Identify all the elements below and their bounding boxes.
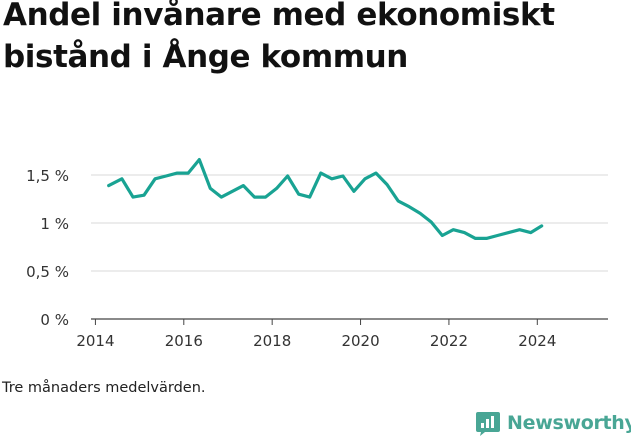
x-axis: 2014 2016 2018 2020 2022 2024: [76, 319, 556, 350]
bar-chart-speech-bubble-icon: [475, 410, 501, 436]
series-line: [109, 160, 542, 239]
y-tick-label: 0 %: [40, 311, 69, 329]
series-layer: [109, 160, 542, 239]
x-tick-label: 2024: [518, 332, 556, 350]
y-tick-label: 1 %: [40, 215, 69, 233]
chart-caption: Tre månaders medelvärden.: [2, 380, 206, 396]
y-axis: 0 % 0,5 % 1 % 1,5 %: [26, 167, 69, 329]
y-tick-label: 0,5 %: [26, 263, 69, 281]
newsworthy-logo[interactable]: Newsworthy: [475, 407, 631, 439]
y-tick-label: 1,5 %: [26, 167, 69, 185]
x-tick-label: 2014: [76, 332, 114, 350]
gridlines: [91, 175, 608, 319]
x-tick-label: 2016: [165, 332, 203, 350]
x-tick-label: 2020: [341, 332, 379, 350]
x-tick-label: 2018: [253, 332, 291, 350]
brand-name: Newsworthy: [507, 412, 631, 434]
x-tick-label: 2022: [430, 332, 468, 350]
line-chart: 0 % 0,5 % 1 % 1,5 % 2014 2016 2018 2020 2022 202…: [0, 0, 631, 380]
